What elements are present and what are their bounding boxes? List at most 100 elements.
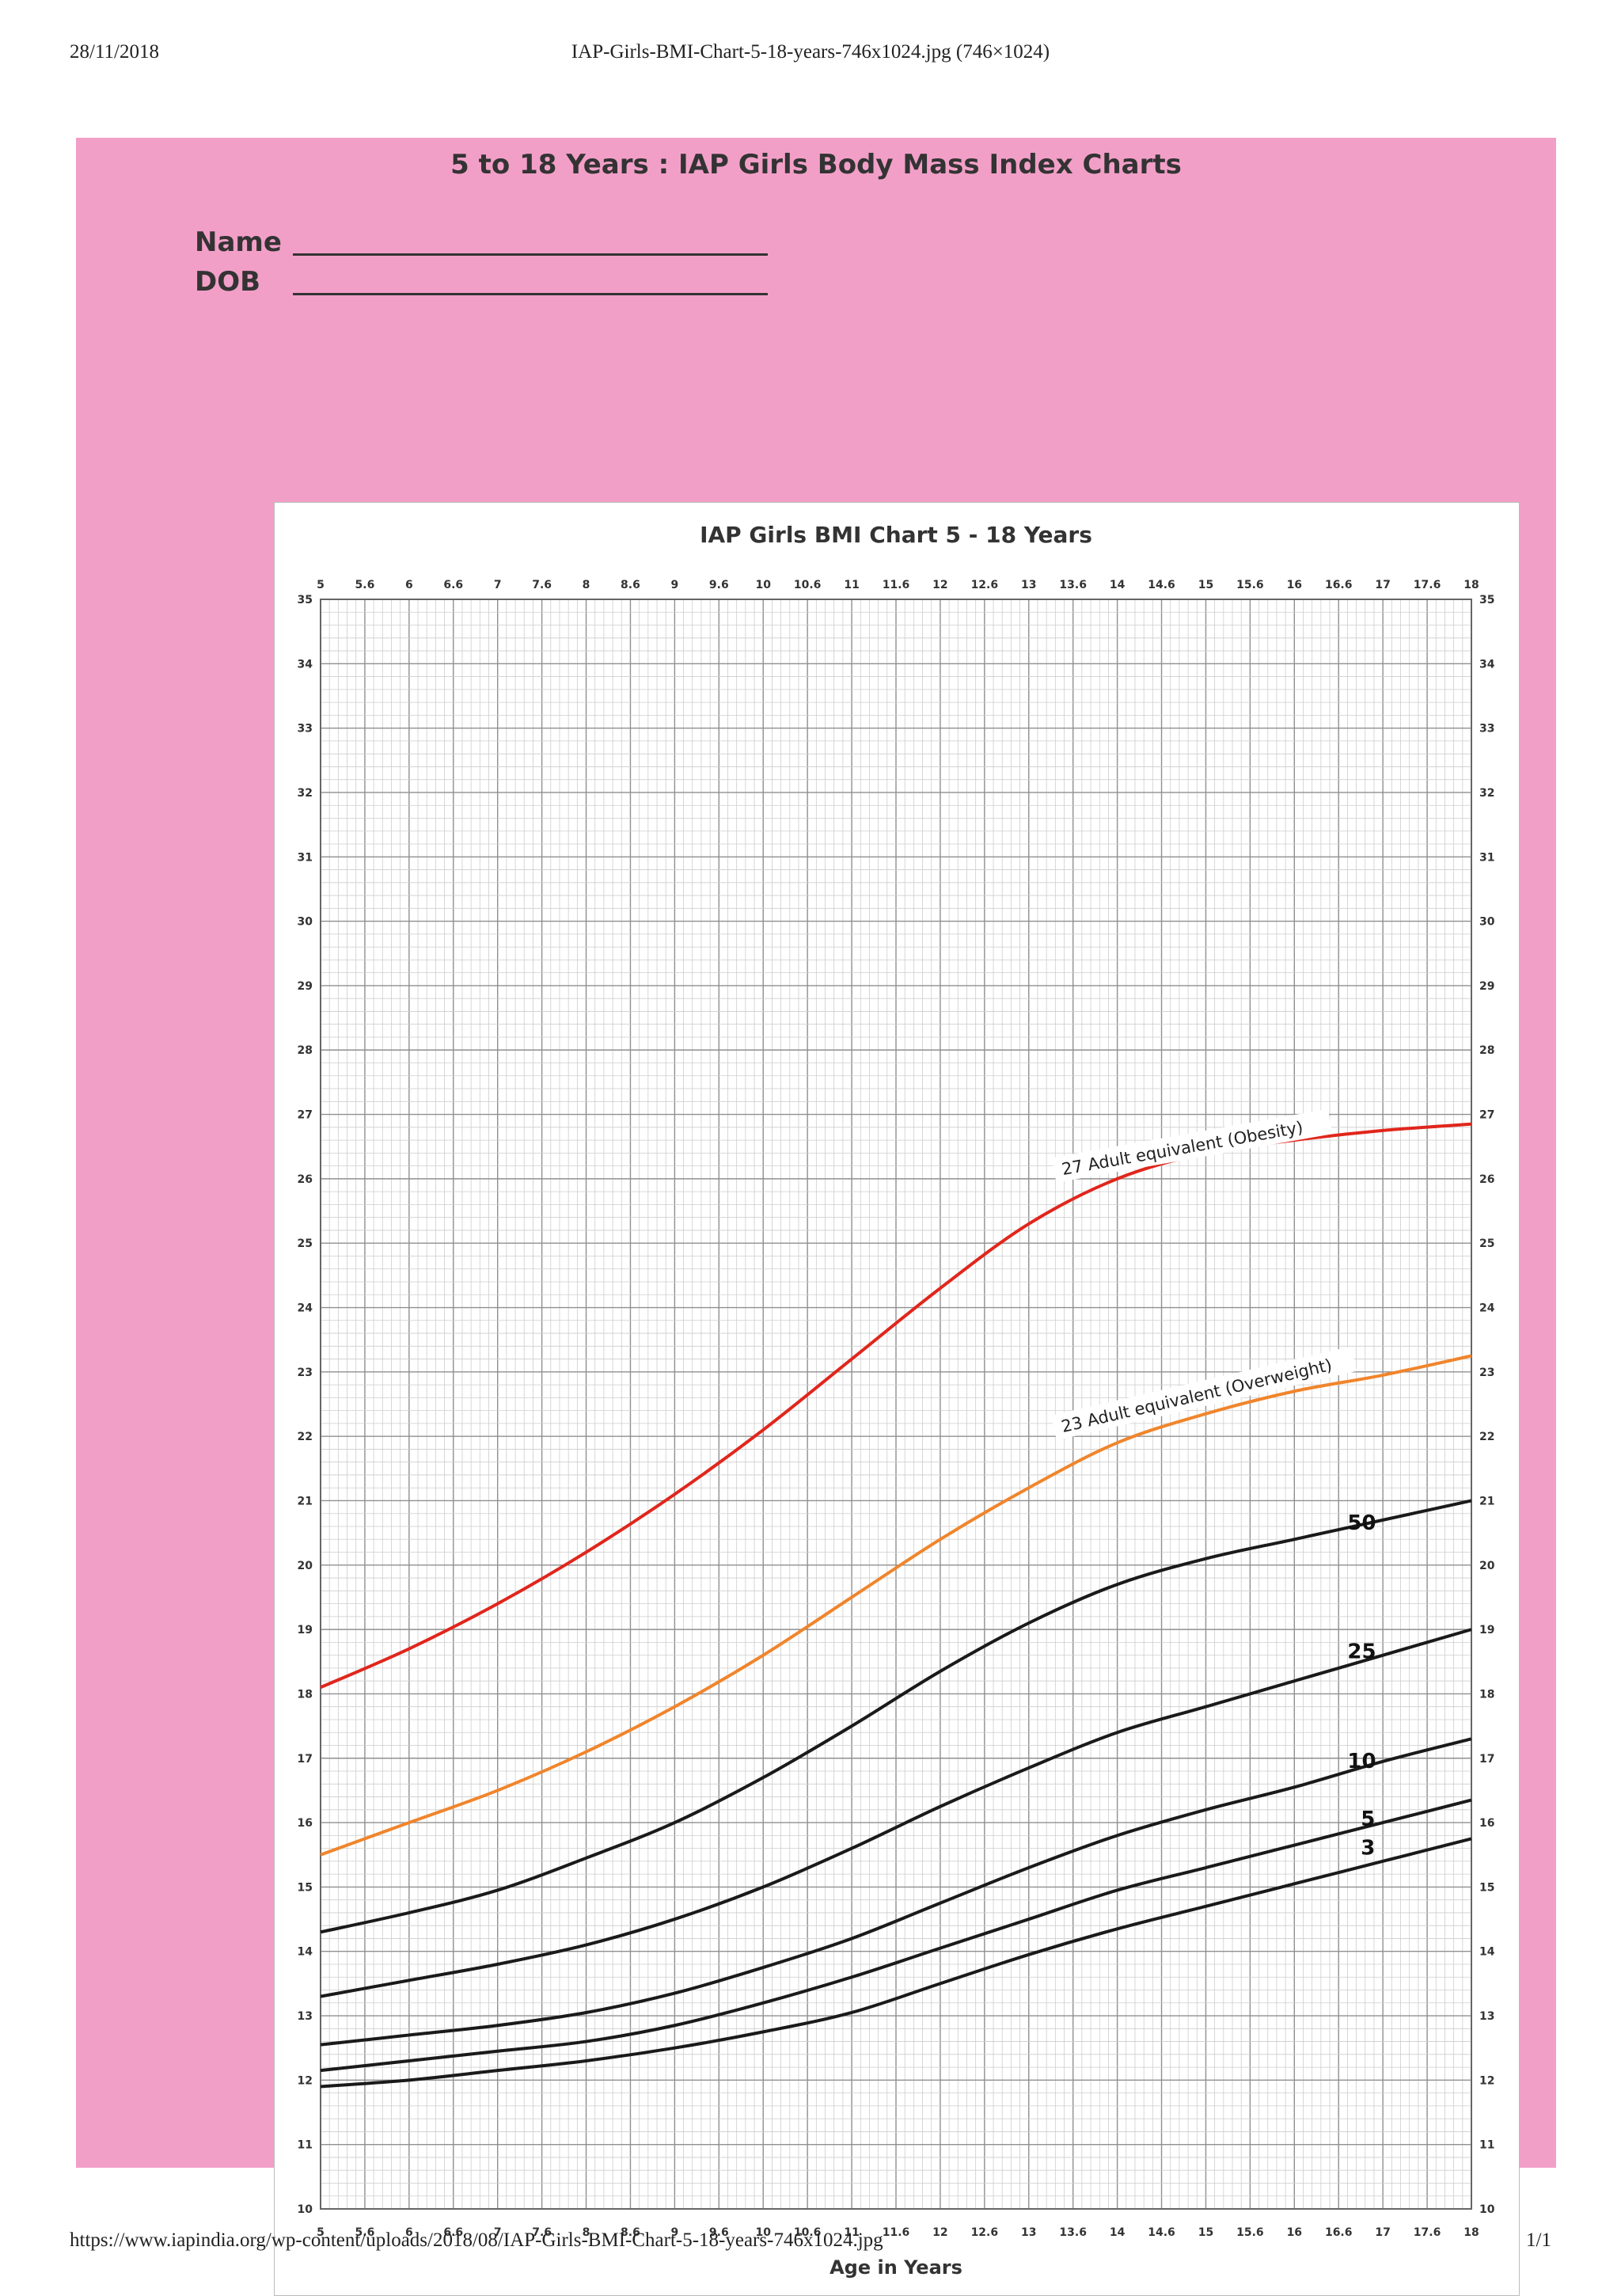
y-tick-label-right: 14 [1479,1946,1495,1959]
x-tick-label: 8 [583,2226,590,2239]
y-tick-label: 18 [298,1688,313,1701]
overweight-curve-label: 23 Adult equivalent (Overweight) [1050,1346,1357,1441]
x-tick-label: 7.6 [532,2226,552,2239]
y-tick-label: 35 [298,594,313,606]
y-tick-label: 17 [298,1753,313,1766]
y-tick-label: 20 [298,1560,313,1572]
overweight-curve-label-background [1050,1346,1357,1441]
x-tick-label: 11.6 [883,2226,910,2239]
x-tick-label: 8.6 [621,2226,640,2239]
x-tick-label-top: 5 [317,579,325,591]
y-tick-label: 11 [298,2139,313,2152]
x-tick-label: 9 [671,2226,679,2239]
x-tick-label-top: 13 [1021,579,1036,591]
x-tick-label-top: 16 [1287,579,1302,591]
chart-sheet: 5 to 18 Years : IAP Girls Body Mass Inde… [76,138,1556,2296]
y-tick-label-right: 34 [1479,658,1495,671]
x-tick-label-top: 7 [494,579,502,591]
y-tick-label-right: 18 [1479,1688,1494,1701]
chart-title: IAP Girls BMI Chart 5 - 18 Years [700,522,1092,548]
x-tick-label: 12.6 [971,2226,999,2239]
x-tick-label: 7 [494,2226,502,2239]
x-tick-label-top: 11 [844,579,859,591]
series-line-7 [320,1837,1472,2089]
y-tick-label-right: 27 [1479,1109,1494,1122]
print-date: 28/11/2018 [70,41,159,63]
x-tick-label-top: 10 [755,579,771,591]
y-tick-label: 16 [298,1817,313,1830]
x-tick-label: 9.6 [709,2226,729,2239]
x-tick-label-top: 10.6 [794,579,822,591]
print-page-number: 1/1 [1526,2229,1551,2251]
x-tick-label: 5.6 [355,2226,375,2239]
y-tick-label-right: 15 [1479,1881,1494,1894]
x-tick-label-top: 12 [932,579,947,591]
x-tick-label: 15.6 [1236,2226,1264,2239]
y-tick-label: 27 [298,1109,313,1122]
x-tick-label-top: 16.6 [1325,579,1353,591]
x-tick-label: 13.6 [1059,2226,1087,2239]
dob-field: DOB [195,266,768,298]
y-tick-label-right: 22 [1479,1431,1494,1443]
series-line-3 [320,1499,1472,1934]
y-tick-label-right: 31 [1479,851,1494,864]
percentile-label-5: 5 [1361,1808,1375,1831]
percentile-label-3: 3 [1361,1837,1375,1861]
percentile-label-10: 10 [1347,1750,1376,1773]
print-header: 28/11/2018 IAP-Girls-BMI-Chart-5-18-year… [70,41,1551,70]
y-tick-label: 22 [298,1431,313,1443]
y-tick-label: 30 [298,916,313,929]
y-tick-label-right: 35 [1479,594,1494,606]
print-document-title: IAP-Girls-BMI-Chart-5-18-years-746x1024.… [571,41,1050,63]
y-tick-label: 33 [298,723,313,736]
x-tick-label-top: 5.6 [355,579,375,591]
x-tick-label: 12 [932,2226,947,2239]
y-tick-label: 28 [298,1044,313,1057]
y-tick-label-right: 13 [1479,2010,1494,2023]
y-tick-label: 29 [298,980,313,993]
percentile-label-50: 50 [1347,1511,1376,1535]
print-url: https://www.iapindia.org/wp-content/uplo… [70,2229,883,2251]
y-tick-label: 12 [298,2074,313,2087]
series-line-5 [320,1737,1472,2047]
y-tick-label: 32 [298,787,313,800]
y-tick-label: 21 [298,1495,313,1507]
name-blank-line [293,253,768,256]
chart-grid [320,599,1472,2210]
name-label: Name [195,226,282,258]
x-tick-label: 10 [755,2226,771,2239]
series-line-2 [320,1354,1472,1857]
x-tick-label-top: 14.6 [1148,579,1175,591]
y-tick-label: 26 [298,1173,313,1186]
x-tick-label-top: 12.6 [971,579,999,591]
y-tick-label-right: 17 [1479,1753,1494,1766]
x-tick-label: 6.6 [443,2226,463,2239]
x-axis-label: Age in Years [829,2256,962,2279]
dob-label: DOB [195,266,261,298]
x-tick-label-top: 17 [1375,579,1390,591]
y-tick-label: 23 [298,1367,313,1379]
x-tick-label: 14 [1110,2226,1126,2239]
x-tick-label: 13 [1021,2226,1036,2239]
y-tick-label-right: 11 [1479,2139,1494,2152]
y-tick-label: 13 [298,2010,313,2023]
x-tick-label-top: 8 [583,579,590,591]
y-tick-label: 10 [298,2203,313,2216]
x-tick-label-top: 14 [1110,579,1126,591]
y-tick-label-right: 30 [1479,916,1495,929]
y-tick-label: 14 [298,1946,313,1959]
x-tick-label-top: 9 [671,579,679,591]
y-tick-label-right: 33 [1479,723,1494,736]
x-tick-label-top: 13.6 [1059,579,1087,591]
x-tick-label-top: 15 [1198,579,1213,591]
y-tick-label-right: 32 [1479,787,1494,800]
x-tick-label: 14.6 [1148,2226,1175,2239]
y-tick-label-right: 28 [1479,1044,1494,1057]
obesity-curve-label: 27 Adult equivalent (Obesity) [1051,1108,1333,1183]
x-tick-label: 17.6 [1414,2226,1441,2239]
y-tick-label-right: 20 [1479,1560,1495,1572]
y-tick-label-right: 16 [1479,1817,1494,1830]
y-tick-label-right: 26 [1479,1173,1494,1186]
y-tick-label: 15 [298,1881,313,1894]
sheet-title: 5 to 18 Years : IAP Girls Body Mass Inde… [450,149,1182,181]
